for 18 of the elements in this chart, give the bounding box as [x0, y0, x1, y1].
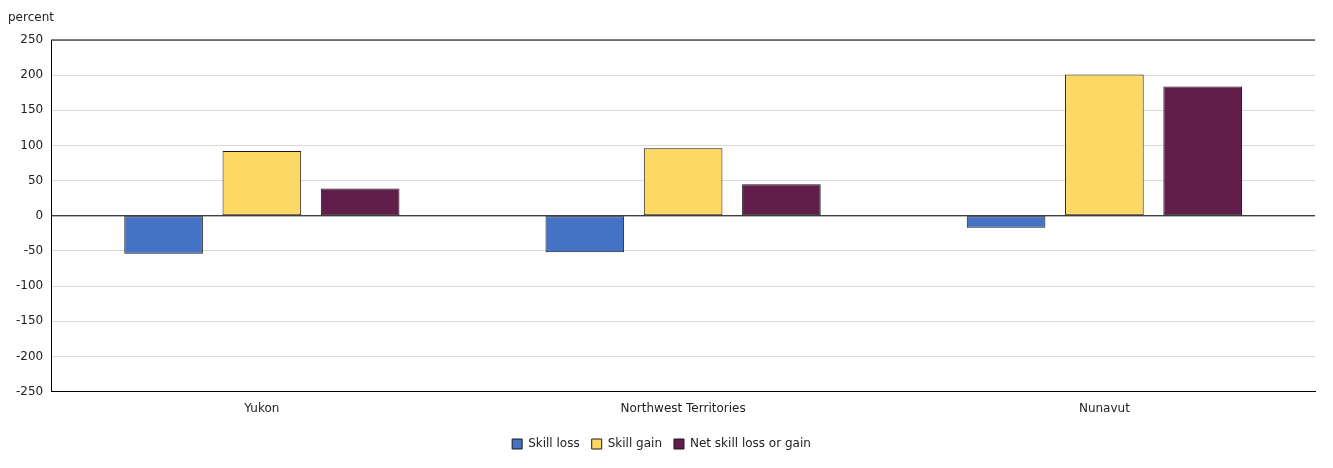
- x-tick-label: Yukon: [243, 400, 280, 415]
- y-tick-label: -150: [16, 313, 44, 328]
- y-tick-label: -100: [16, 278, 44, 293]
- x-tick-label: Northwest Territories: [620, 400, 746, 415]
- y-tick-label: 150: [20, 102, 44, 117]
- y-tick-label: 250: [20, 32, 44, 47]
- y-tick-label: 100: [20, 137, 44, 152]
- y-tick-label: -250: [16, 383, 44, 398]
- legend-label: Net skill loss or gain: [689, 436, 811, 451]
- y-tick-label: -200: [16, 348, 44, 363]
- y-tick-label: 50: [27, 172, 44, 187]
- y-tick-label: 0: [35, 207, 44, 222]
- legend-label: Skill loss: [528, 436, 580, 451]
- x-tick-label: Nunavut: [1078, 400, 1131, 415]
- y-tick-label: 200: [20, 67, 44, 82]
- legend-label: Skill gain: [607, 436, 662, 451]
- y-axis-title: percent: [8, 10, 55, 25]
- y-tick-label: -50: [23, 243, 44, 258]
